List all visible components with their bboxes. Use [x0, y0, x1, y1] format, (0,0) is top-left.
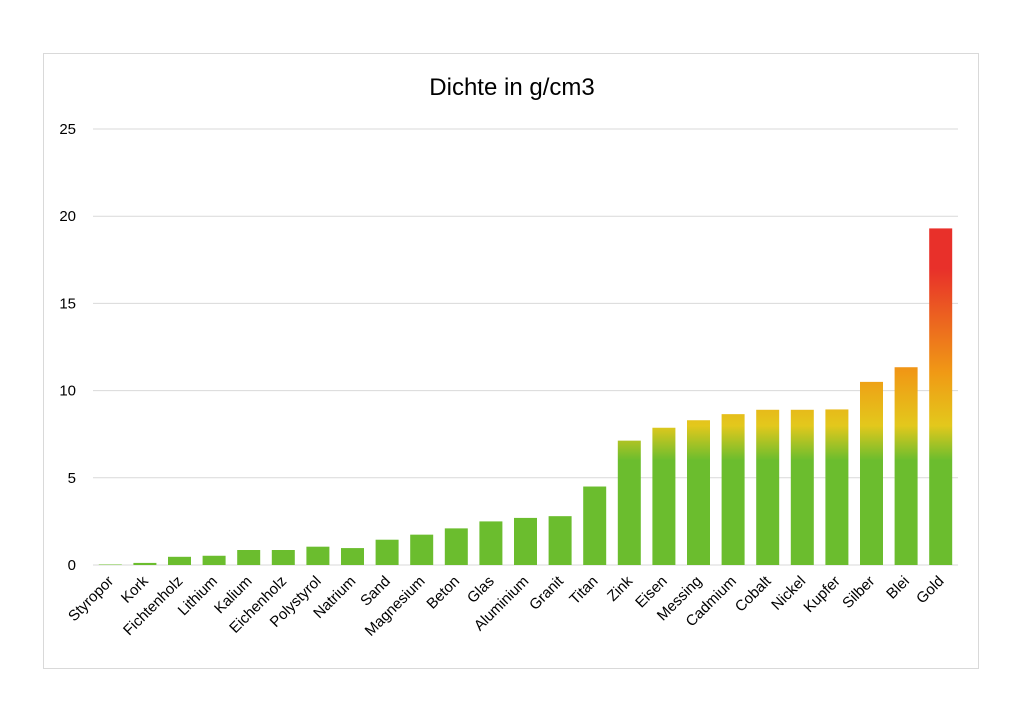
bar-cobalt [756, 409, 780, 565]
bar-magnesium [410, 534, 434, 565]
y-tick-label: 20 [59, 208, 76, 225]
bar-kupfer [825, 409, 849, 565]
bar-beton [444, 528, 468, 565]
bar-eisen [652, 427, 676, 565]
bar-sand [375, 539, 399, 565]
bar-nickel [790, 409, 814, 565]
y-axis: 0 5 10 15 20 25 [59, 121, 76, 574]
bar-glas [479, 521, 503, 565]
bar-gold [929, 228, 953, 565]
y-tick-label: 15 [59, 295, 76, 312]
bar-lithium [202, 555, 226, 565]
x-tick-label: Silber [839, 573, 878, 612]
x-tick-label: Styropor [65, 573, 117, 625]
chart-frame [43, 53, 979, 669]
bar-natrium [341, 548, 364, 565]
x-tick-label: Lithium [175, 573, 221, 619]
y-tick-label: 10 [59, 383, 76, 400]
y-tick-label: 0 [68, 557, 76, 574]
x-axis: Styropor KorkFichtenholzLithiumKaliumEich… [65, 572, 948, 639]
bar-kalium [237, 550, 261, 565]
chart-title: Dichte in g/cm3 [429, 74, 595, 101]
x-tick-label: Cobalt [732, 572, 775, 615]
bar-granit [548, 516, 572, 565]
bar-silber [860, 381, 883, 565]
x-tick-label: Granit [526, 572, 567, 613]
x-tick-label: Titan [566, 573, 601, 608]
bar-cadmium [721, 414, 745, 565]
bar-styropor [98, 564, 122, 565]
bar-blei [894, 367, 918, 565]
x-tick-label: Kupfer [800, 573, 843, 616]
bar-zink [617, 440, 641, 565]
bar-polystyrol [306, 546, 330, 565]
bar-messing [687, 420, 710, 565]
gridlines [93, 128, 958, 566]
bar-eichenholz [271, 550, 295, 565]
bar-titan [583, 486, 607, 565]
bar-aluminium [514, 517, 537, 565]
bar-fichtenholz [168, 556, 191, 565]
x-tick-label: Blei [883, 573, 913, 603]
y-tick-label: 5 [68, 470, 76, 487]
x-tick-label: Beton [423, 573, 463, 613]
y-tick-label: 25 [59, 121, 76, 138]
bars [98, 228, 953, 565]
bar-kork [133, 562, 157, 565]
x-tick-label: Gold [913, 573, 947, 607]
